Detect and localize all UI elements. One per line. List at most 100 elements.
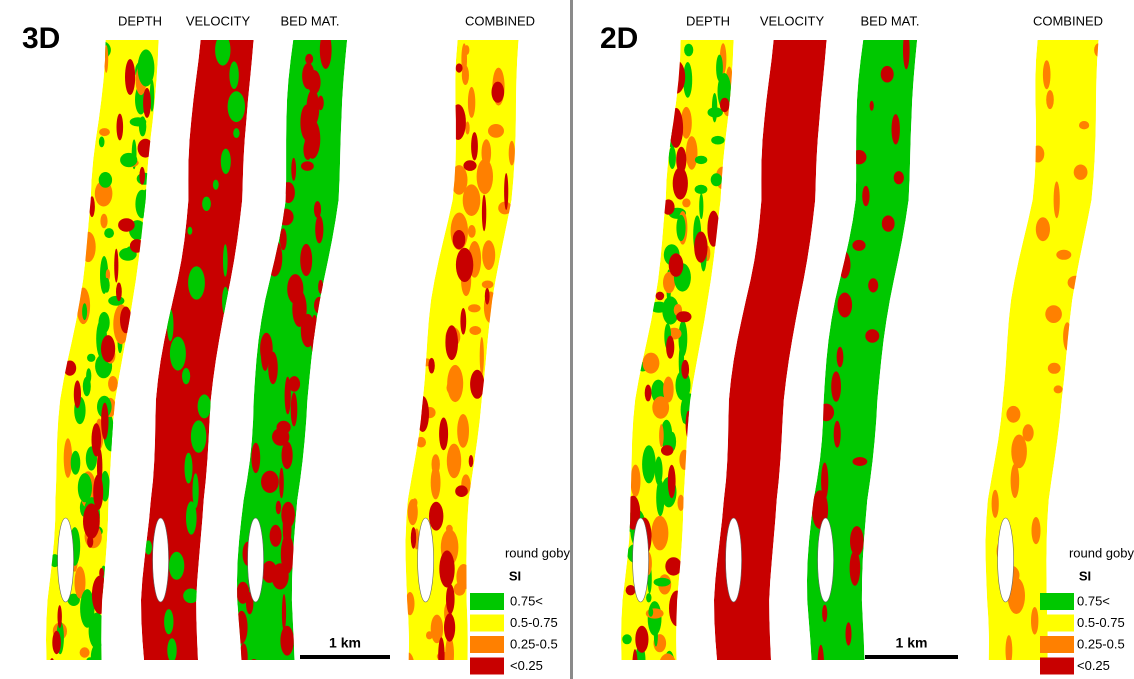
- habitat-patch: [86, 368, 91, 383]
- column-label: VELOCITY: [760, 13, 825, 28]
- habitat-patch: [682, 198, 690, 207]
- habitat-patch: [139, 167, 145, 185]
- habitat-patch: [1011, 435, 1027, 469]
- habitat-patch: [695, 156, 707, 164]
- habitat-patch: [188, 266, 205, 299]
- habitat-patch: [1054, 385, 1063, 393]
- habitat-patch: [834, 421, 841, 448]
- habitat-patch: [251, 443, 260, 473]
- habitat-patch: [301, 314, 315, 347]
- habitat-patch: [268, 352, 278, 385]
- habitat-patch: [482, 281, 494, 289]
- column-label: BED MAT.: [861, 13, 920, 28]
- habitat-patch: [101, 335, 115, 362]
- column-label: BED MAT.: [281, 13, 340, 28]
- habitat-patch: [892, 114, 900, 144]
- column-label: VELOCITY: [186, 13, 251, 28]
- legend-label: 0.75<: [510, 593, 543, 608]
- habitat-patch: [117, 114, 124, 141]
- legend-label: 0.75<: [1077, 593, 1110, 608]
- habitat-patch: [469, 455, 474, 467]
- habitat-patch: [439, 550, 454, 587]
- habitat-patch: [669, 253, 684, 277]
- habitat-patch: [622, 634, 632, 644]
- scale-bar: [300, 655, 390, 659]
- habitat-patch: [465, 122, 469, 135]
- column-label: COMBINED: [1033, 13, 1103, 28]
- habitat-patch: [654, 578, 671, 587]
- habitat-patch: [656, 479, 664, 516]
- habitat-patch: [71, 451, 81, 475]
- habitat-patch: [198, 394, 211, 418]
- habitat-patch: [711, 136, 724, 145]
- habitat-patch: [468, 96, 474, 116]
- habitat-patch: [673, 167, 688, 199]
- legend-subtitle: SI: [1079, 568, 1091, 583]
- habitat-patch: [291, 158, 296, 181]
- legend-swatch: [1040, 615, 1074, 632]
- habitat-patch: [635, 626, 648, 653]
- habitat-patch: [116, 283, 122, 302]
- habitat-patch: [862, 186, 869, 206]
- habitat-patch: [202, 197, 211, 211]
- habitat-patch: [82, 303, 87, 320]
- habitat-patch: [831, 371, 841, 401]
- habitat-patch: [504, 173, 508, 210]
- habitat-patch: [301, 161, 314, 171]
- habitat-patch: [463, 160, 476, 171]
- habitat-patch: [678, 495, 685, 511]
- habitat-patch: [694, 232, 707, 263]
- habitat-patch: [643, 353, 660, 374]
- habitat-patch: [492, 82, 505, 103]
- island: [633, 518, 649, 602]
- habitat-patch: [455, 485, 468, 497]
- habitat-patch: [654, 626, 658, 647]
- habitat-patch: [276, 501, 281, 514]
- habitat-patch: [74, 380, 81, 408]
- habitat-patch: [52, 631, 61, 654]
- habitat-patch: [87, 354, 95, 362]
- legend-label: 0.25-0.5: [510, 636, 558, 651]
- habitat-patch: [652, 396, 669, 418]
- habitat-patch: [645, 385, 652, 402]
- habitat-patch: [509, 141, 515, 166]
- panel-label: 2D: [600, 22, 638, 55]
- habitat-patch: [1046, 90, 1054, 109]
- habitat-patch: [870, 101, 874, 111]
- habitat-patch: [120, 153, 137, 167]
- habitat-patch: [460, 308, 466, 335]
- habitat-patch: [882, 215, 895, 231]
- legend-swatch: [1040, 593, 1074, 610]
- habitat-patch: [182, 368, 190, 384]
- scale-bar: [865, 655, 958, 659]
- habitat-patch: [114, 249, 118, 283]
- habitat-patch: [992, 490, 999, 518]
- habitat-patch: [186, 501, 197, 534]
- habitat-patch: [470, 370, 484, 399]
- habitat-patch: [1048, 363, 1061, 374]
- habitat-patch: [1032, 517, 1041, 544]
- habitat-patch: [668, 465, 676, 498]
- habitat-patch: [482, 195, 486, 232]
- habitat-patch: [853, 457, 868, 466]
- habitat-patch: [656, 292, 665, 301]
- legend-label: <0.25: [1077, 658, 1110, 673]
- habitat-patch: [237, 582, 250, 604]
- habitat-patch: [1043, 60, 1051, 89]
- habitat-patch: [411, 527, 416, 549]
- habitat-patch: [285, 377, 291, 415]
- habitat-patch: [669, 146, 676, 169]
- habitat-patch: [282, 594, 286, 631]
- habitat-patch: [711, 173, 722, 186]
- habitat-patch: [213, 180, 219, 190]
- habitat-patch: [314, 201, 321, 218]
- habitat-patch: [868, 278, 878, 292]
- habitat-patch: [221, 149, 231, 174]
- legend-swatch: [470, 636, 504, 653]
- habitat-patch: [684, 44, 693, 57]
- panel-label: 3D: [22, 22, 60, 55]
- island: [58, 518, 74, 602]
- habitat-patch: [80, 647, 90, 657]
- habitat-patch: [104, 278, 110, 293]
- habitat-patch: [642, 445, 656, 483]
